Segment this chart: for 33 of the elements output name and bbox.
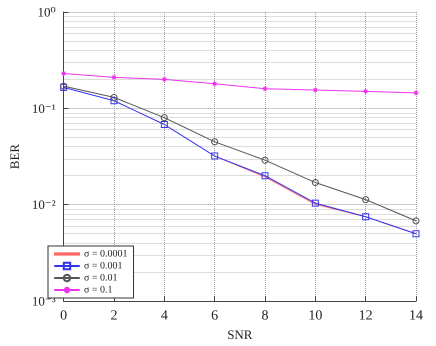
point [110,97,118,104]
legend-label: σ = 0.001 [84,260,123,272]
y-tick-label: 10⁻¹ [32,100,56,116]
y-tick-label: 10⁻² [32,197,56,212]
legend-label: σ = 0.01 [84,272,118,284]
x-tick-label: 8 [261,308,268,324]
point [312,200,319,207]
x-tick-label: 10 [308,308,322,324]
x-tick-label: 12 [358,308,373,324]
point [160,114,168,122]
x-tick-label: 6 [211,308,218,324]
point [412,230,420,238]
point [362,213,370,220]
point [211,138,218,146]
legend-label: σ = 0.0001 [84,248,128,260]
x-axis-title: SNR [227,327,253,342]
x-tick-label: 14 [409,308,423,324]
point [312,179,319,186]
point [362,196,370,204]
x-tick-label: 2 [110,308,118,324]
point [160,121,168,128]
x-tick-label: 0 [60,308,68,324]
point [362,88,369,94]
x-tick-label: 4 [160,308,168,324]
legend-label: σ = 0.1 [84,284,113,296]
y-axis-title: BER [7,144,22,170]
point [262,156,268,164]
point [110,94,118,101]
point [212,80,218,87]
point [161,76,168,82]
point [261,172,268,180]
y-tick-label: 10⁰ [37,4,56,20]
point [211,152,218,160]
